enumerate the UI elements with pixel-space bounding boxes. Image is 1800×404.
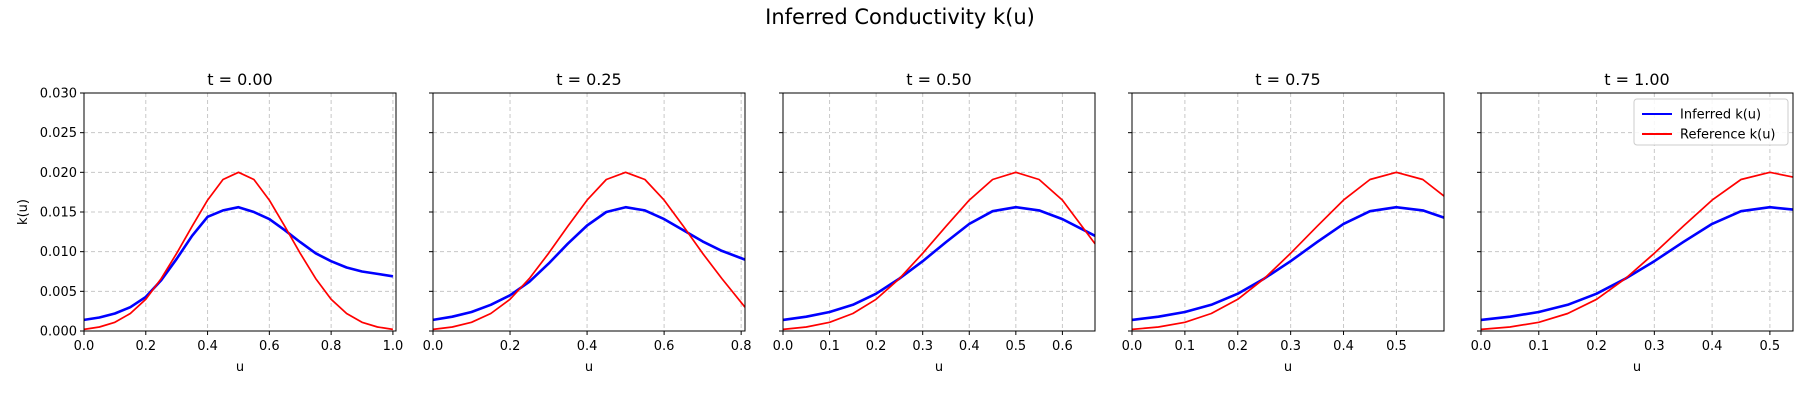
x-tick-label: 0.2: [1586, 339, 1607, 354]
subplot-title: t = 0.75: [1255, 70, 1320, 89]
x-tick-label: 0.2: [1227, 339, 1248, 354]
x-tick-label: 0.5: [1005, 339, 1026, 354]
subplot-4: 0.0 0.1 0.2 0.3 0.4 0.5 t = 0.75 u: [1122, 70, 1445, 375]
series-line-inferred: [432, 205, 746, 322]
x-tick-label: 0.4: [197, 339, 218, 354]
legend-label: Inferred k(u): [1680, 108, 1761, 123]
x-tick-label: 0.5: [1386, 339, 1407, 354]
plot-frame: [782, 92, 1096, 332]
x-tick-label: 0.1: [1175, 339, 1196, 354]
x-tick-label: 0.1: [1528, 339, 1549, 354]
x-axis-label: u: [1633, 360, 1641, 375]
series-line-reference: [1480, 171, 1794, 331]
series-line-reference: [782, 171, 1096, 331]
x-tick-label: 0.4: [1333, 339, 1354, 354]
x-tick-label: 0.3: [912, 339, 933, 354]
x-axis-label: u: [935, 360, 943, 375]
x-tick-label: 0.0: [1122, 339, 1143, 354]
y-tick-label: 0.005: [40, 285, 77, 300]
subplot-5: 0.0 0.1 0.2 0.3 0.4 0.5 t = 1.00 u Inferred k(u)…: [1471, 70, 1794, 375]
legend-label: Reference k(u): [1680, 128, 1776, 143]
subplot-title: t = 1.00: [1604, 70, 1669, 89]
plot-frame: [83, 92, 397, 332]
series-line-inferred: [1480, 205, 1794, 322]
y-axis-label: k(u): [16, 199, 31, 225]
subplot-title: t = 0.25: [556, 70, 621, 89]
subplot-3: 0.0 0.1 0.2 0.3 0.4 0.5 0.6 t = 0.50 u: [773, 70, 1096, 375]
subplot-title: t = 0.00: [207, 70, 272, 89]
x-tick-label: 0.4: [577, 339, 598, 354]
y-tick-label: 0.010: [40, 245, 77, 260]
x-tick-label: 1.0: [383, 339, 404, 354]
subplot-1: 0.000 0.005 0.010 0.015 0.020 0.025 0.030 0.0 0.…: [16, 70, 403, 375]
x-tick-label: 0.6: [1052, 339, 1073, 354]
series-line-inferred: [1131, 205, 1445, 322]
x-tick-label: 0.1: [819, 339, 840, 354]
x-tick-label: 0.8: [321, 339, 342, 354]
x-tick-label: 0.2: [500, 339, 521, 354]
legend-box: [1633, 98, 1789, 146]
x-tick-label: 0.3: [1644, 339, 1665, 354]
x-axis-label: u: [236, 360, 244, 375]
figure-title: Inferred Conductivity k(u): [765, 5, 1035, 29]
subplot-2: 0.0 0.2 0.4 0.6 0.8 t = 0.25 u: [423, 70, 752, 375]
legend: Inferred k(u) Reference k(u): [1633, 98, 1789, 146]
series-line-reference: [83, 171, 394, 331]
plot-frame: [1480, 92, 1794, 332]
x-tick-label: 0.4: [1702, 339, 1723, 354]
series-line-inferred: [782, 205, 1096, 322]
x-tick-label: 0.8: [731, 339, 752, 354]
y-tick-label: 0.000: [40, 325, 77, 340]
x-tick-label: 0.3: [1280, 339, 1301, 354]
x-tick-label: 0.6: [654, 339, 675, 354]
y-tick-label: 0.030: [40, 87, 77, 102]
x-axis-label: u: [585, 360, 593, 375]
x-tick-label: 0.0: [1471, 339, 1492, 354]
x-tick-label: 0.0: [74, 339, 95, 354]
x-tick-label: 0.2: [866, 339, 887, 354]
y-tick-label: 0.020: [40, 166, 77, 181]
plot-frame: [1131, 92, 1445, 332]
series-line-reference: [432, 171, 746, 331]
plot-frame: [432, 92, 746, 332]
y-tick-label: 0.015: [40, 206, 77, 221]
x-tick-label: 0.0: [773, 339, 794, 354]
x-tick-label: 0.4: [959, 339, 980, 354]
x-tick-label: 0.5: [1760, 339, 1781, 354]
x-tick-label: 0.0: [423, 339, 444, 354]
series-line-inferred: [83, 205, 394, 322]
series-line-reference: [1131, 171, 1445, 331]
x-tick-label: 0.2: [135, 339, 156, 354]
y-tick-label: 0.025: [40, 126, 77, 141]
subplot-title: t = 0.50: [906, 70, 971, 89]
x-tick-label: 0.6: [259, 339, 280, 354]
x-axis-label: u: [1284, 360, 1292, 375]
